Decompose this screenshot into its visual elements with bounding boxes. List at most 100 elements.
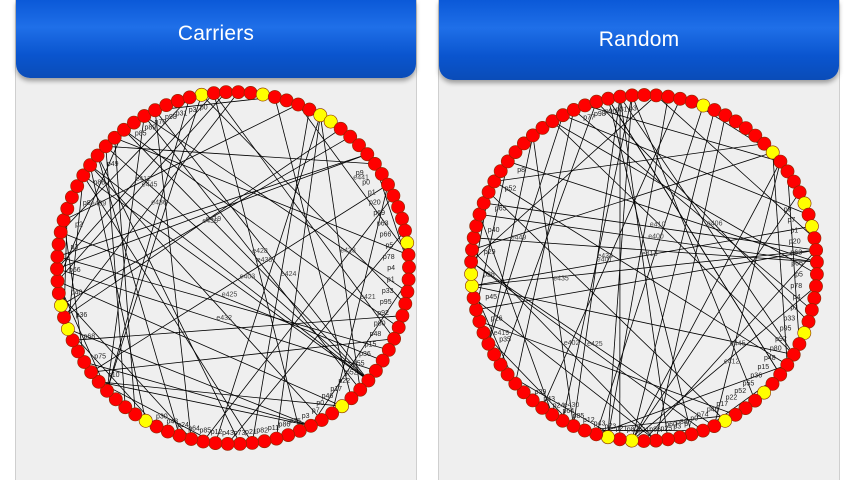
node[interactable] [170,93,185,108]
node[interactable] [696,423,710,438]
node[interactable] [469,219,484,233]
node[interactable] [387,331,401,346]
node[interactable] [56,213,71,228]
node[interactable] [508,145,523,159]
node[interactable] [526,128,540,143]
node[interactable] [578,98,592,113]
node[interactable] [50,249,65,264]
node[interactable] [51,286,66,301]
node[interactable] [780,164,795,179]
node[interactable] [545,114,560,129]
node[interactable] [206,86,221,101]
node[interactable] [809,267,824,282]
node[interactable] [118,400,133,415]
node[interactable] [809,255,824,269]
node[interactable] [807,291,822,306]
node[interactable] [738,121,753,135]
node[interactable] [353,382,368,397]
node[interactable] [343,129,358,144]
node[interactable] [728,407,743,422]
node[interactable] [500,367,515,382]
node-highlighted[interactable] [624,433,639,448]
node[interactable] [269,431,284,446]
node[interactable] [728,114,743,129]
node[interactable] [487,174,502,189]
node-highlighted[interactable] [54,298,68,313]
node[interactable] [508,376,523,391]
node[interactable] [738,401,753,415]
node[interactable] [613,89,627,104]
node[interactable] [149,419,164,434]
node[interactable] [786,347,801,362]
node[interactable] [279,93,294,108]
node[interactable] [466,290,481,305]
node[interactable] [673,91,687,106]
node[interactable] [108,392,123,407]
node[interactable] [757,136,772,151]
node[interactable] [381,177,395,192]
node[interactable] [90,148,105,163]
node[interactable] [100,383,114,398]
node[interactable] [71,344,85,359]
node[interactable] [57,310,71,325]
node[interactable] [257,434,272,449]
node[interactable] [601,91,616,106]
node[interactable] [589,94,604,109]
node[interactable] [773,367,788,382]
node[interactable] [233,436,247,451]
carriers-header[interactable]: Carriers [16,0,416,78]
node-highlighted[interactable] [335,399,349,414]
node-highlighted[interactable] [464,266,478,281]
node[interactable] [53,225,68,240]
node[interactable] [661,89,676,104]
node[interactable] [589,427,604,442]
node[interactable] [51,237,66,252]
node[interactable] [401,272,416,287]
node[interactable] [649,88,664,103]
node[interactable] [748,128,763,143]
node[interactable] [809,279,823,294]
node[interactable] [128,407,143,422]
node[interactable] [660,432,675,447]
node[interactable] [648,433,663,448]
node[interactable] [107,130,122,145]
node[interactable] [70,179,85,193]
node[interactable] [77,355,92,369]
node[interactable] [748,393,762,408]
node[interactable] [469,302,483,317]
node-highlighted[interactable] [138,413,153,428]
node[interactable] [487,347,501,362]
node[interactable] [375,353,390,368]
node[interactable] [718,108,733,123]
node[interactable] [50,261,64,276]
node[interactable] [500,154,515,169]
node[interactable] [398,296,413,311]
node[interactable] [481,185,496,199]
node-highlighted[interactable] [323,114,338,129]
node-highlighted[interactable] [255,87,270,102]
node[interactable] [465,242,479,257]
node-highlighted[interactable] [600,430,615,445]
node[interactable] [780,357,795,372]
node-highlighted[interactable] [757,385,771,400]
node[interactable] [466,230,481,245]
node[interactable] [117,122,131,137]
node[interactable] [493,164,508,178]
node-highlighted[interactable] [400,235,415,250]
node[interactable] [127,115,141,130]
node[interactable] [368,363,383,378]
node[interactable] [91,374,106,389]
node[interactable] [391,200,405,214]
node[interactable] [809,243,823,257]
node[interactable] [765,376,780,391]
node[interactable] [535,400,550,415]
node[interactable] [83,158,97,173]
node[interactable] [516,385,531,400]
node[interactable] [325,406,339,421]
random-header[interactable]: Random [439,0,839,80]
node[interactable] [98,139,113,154]
node[interactable] [182,90,197,105]
node[interactable] [220,436,235,451]
node[interactable] [360,147,375,162]
node[interactable] [773,154,788,169]
